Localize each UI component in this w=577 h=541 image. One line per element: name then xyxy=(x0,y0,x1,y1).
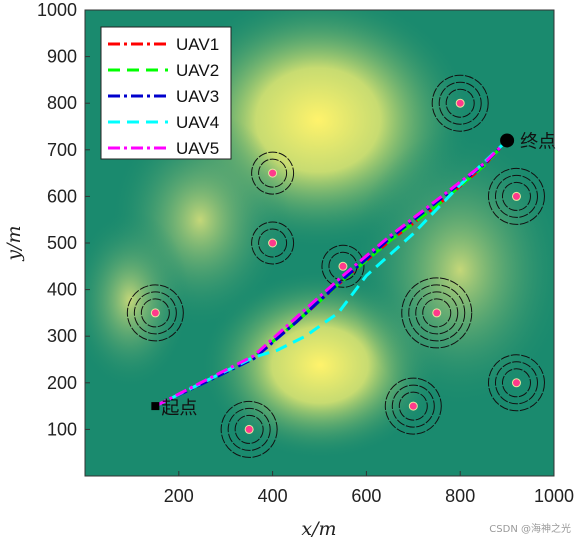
path-uav2 xyxy=(154,139,509,408)
obstacle-ring xyxy=(487,354,545,412)
legend-label-uav3: UAV3 xyxy=(176,87,219,106)
obstacle xyxy=(401,277,473,349)
obstacle-center xyxy=(268,238,278,248)
end-label: 终点 xyxy=(520,131,556,152)
obstacle-ring xyxy=(438,81,482,125)
uav-paths xyxy=(154,139,509,408)
x-tick-label: 600 xyxy=(351,486,381,506)
obstacles xyxy=(126,74,545,458)
x-tick-label: 200 xyxy=(164,486,194,506)
y-tick-label: 500 xyxy=(47,233,77,253)
obstacle xyxy=(487,354,545,412)
obstacle xyxy=(384,377,442,435)
start-end-markers: 起点 终点 xyxy=(151,131,556,419)
x-tick-label: 400 xyxy=(258,486,288,506)
legend: UAV1 UAV2 UAV3 UAV4 UAV5 xyxy=(100,26,232,160)
obstacle-ring xyxy=(133,291,177,335)
plot-area: 起点 终点 xyxy=(84,9,556,477)
start-marker xyxy=(151,402,160,411)
path-uav3 xyxy=(154,139,509,408)
obstacle-center xyxy=(338,261,348,271)
obstacle-center xyxy=(150,308,160,318)
obstacle-ring xyxy=(227,407,271,451)
x-tick-label: 800 xyxy=(445,486,475,506)
obstacle-center xyxy=(244,424,254,434)
x-axis-ticks: 200 400 600 800 1000 xyxy=(164,471,574,506)
obstacle-center xyxy=(455,98,465,108)
obstacle-ring xyxy=(251,221,295,265)
obstacle-ring xyxy=(398,391,428,421)
obstacle-ring xyxy=(494,174,538,218)
y-tick-label: 1000 xyxy=(37,0,77,20)
y-tick-label: 200 xyxy=(47,373,77,393)
obstacle-ring xyxy=(220,400,278,458)
obstacle-ring xyxy=(445,88,475,118)
y-tick-label: 600 xyxy=(47,186,77,206)
obstacle-ring xyxy=(422,298,452,328)
legend-label-uav1: UAV1 xyxy=(176,35,219,54)
obstacle-ring xyxy=(501,181,531,211)
obstacle-center xyxy=(511,378,521,388)
legend-label-uav4: UAV4 xyxy=(176,113,219,132)
x-axis-label: x/m xyxy=(301,518,336,540)
legend-box xyxy=(100,26,232,160)
obstacle-ring xyxy=(251,151,295,195)
path-uav5 xyxy=(154,139,509,408)
y-tick-label: 900 xyxy=(47,47,77,67)
obstacle-ring xyxy=(258,158,288,188)
x-tick-label: 1000 xyxy=(534,486,574,506)
y-axis-ticks: 100 200 300 400 500 600 700 800 900 1000 xyxy=(37,0,90,439)
obstacle-ring xyxy=(140,298,170,328)
legend-label-uav2: UAV2 xyxy=(176,61,219,80)
y-tick-label: 800 xyxy=(47,93,77,113)
obstacle-ring xyxy=(408,284,466,342)
obstacle-ring xyxy=(501,368,531,398)
obstacle-ring xyxy=(391,384,435,428)
obstacle-ring xyxy=(258,228,288,258)
terrain-surface xyxy=(85,10,554,460)
obstacle-center xyxy=(432,308,442,318)
obstacle-ring xyxy=(126,284,184,342)
end-marker xyxy=(500,133,515,148)
obstacle-ring xyxy=(487,167,545,225)
legend-label-uav5: UAV5 xyxy=(176,139,219,158)
obstacle-ring xyxy=(431,74,489,132)
start-label: 起点 xyxy=(161,398,197,419)
y-tick-label: 400 xyxy=(47,280,77,300)
obstacle-ring xyxy=(234,414,264,444)
obstacle-ring xyxy=(494,361,538,405)
obstacle-ring xyxy=(384,377,442,435)
obstacle xyxy=(251,221,295,265)
obstacle-center xyxy=(511,191,521,201)
y-tick-label: 700 xyxy=(47,140,77,160)
y-axis-label: y/m xyxy=(3,225,25,261)
obstacle-ring xyxy=(401,277,473,349)
obstacle-ring xyxy=(321,244,365,288)
obstacle xyxy=(431,74,489,132)
obstacle-ring xyxy=(415,291,459,335)
obstacle xyxy=(126,284,184,342)
watermark: CSDN @海神之光 xyxy=(489,524,571,535)
y-tick-label: 300 xyxy=(47,326,77,346)
obstacle-center xyxy=(408,401,418,411)
obstacle-center xyxy=(268,168,278,178)
obstacle xyxy=(251,151,295,195)
path-uav4 xyxy=(154,139,509,408)
obstacle xyxy=(220,400,278,458)
y-tick-label: 100 xyxy=(47,419,77,439)
obstacle xyxy=(487,167,545,225)
